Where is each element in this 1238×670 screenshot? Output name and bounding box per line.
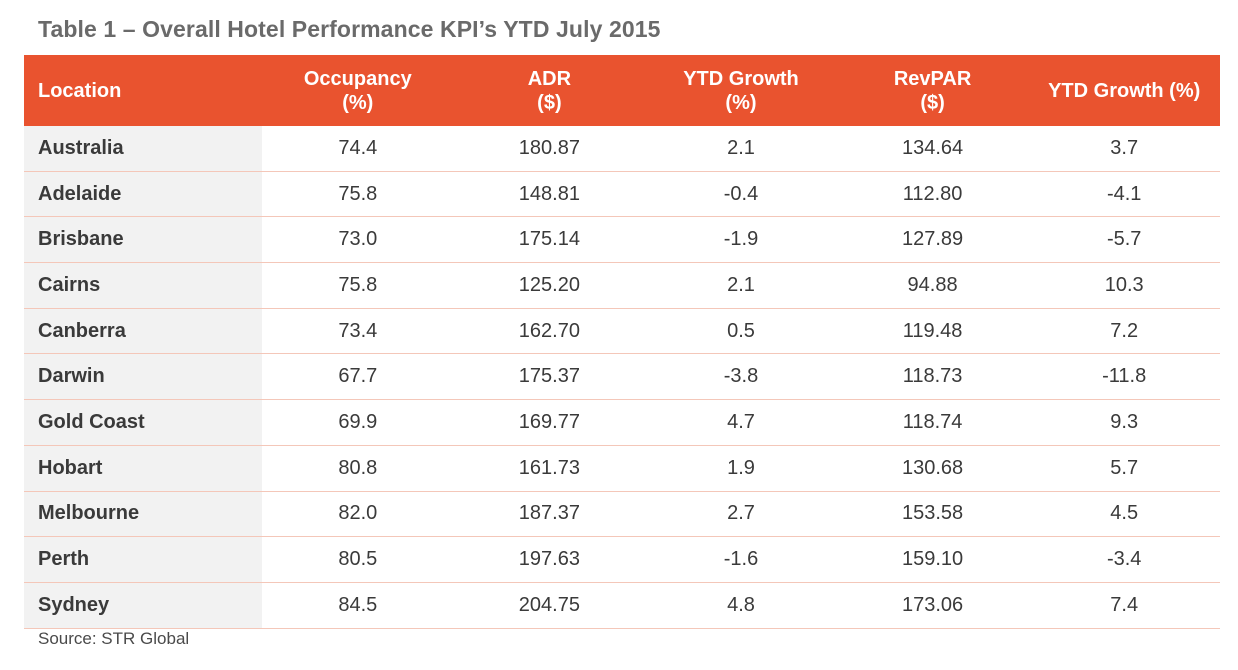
column-header-line: Occupancy (303, 67, 412, 90)
table-row: Cairns 75.8 125.20 2.1 94.88 10.3 (24, 262, 1220, 309)
value-cell: 4.7 (645, 399, 837, 446)
source-note: Source: STR Global (38, 629, 190, 648)
value-cell: 7.4 (1028, 582, 1220, 629)
value-cell: 161.73 (453, 445, 646, 492)
value-cell: 2.7 (645, 491, 837, 538)
table-title: Table 1 – Overall Hotel Performance KPI’… (38, 16, 661, 42)
location-cell: Sydney (24, 582, 262, 629)
column-header: Occupancy (%) (262, 55, 454, 126)
value-cell: 4.8 (645, 582, 837, 629)
value-cell: 0.5 (645, 308, 837, 355)
value-cell: 2.1 (645, 262, 837, 309)
value-cell: -1.6 (645, 536, 837, 583)
location-cell: Australia (24, 126, 262, 172)
value-cell: -4.1 (1028, 171, 1220, 218)
location-cell: Gold Coast (24, 399, 262, 446)
value-cell: 187.37 (453, 491, 646, 538)
column-header-line: Location (38, 79, 122, 102)
column-header: ADR ($) (453, 55, 646, 126)
column-header: YTD Growth (%) (1028, 55, 1220, 126)
table-row: Melbourne 82.0 187.37 2.7 153.58 4.5 (24, 491, 1220, 538)
column-header: RevPAR ($) (836, 55, 1029, 126)
location-cell: Adelaide (24, 171, 262, 218)
value-cell: 180.87 (453, 126, 646, 172)
table-row: Adelaide 75.8 148.81 -0.4 112.80 -4.1 (24, 171, 1220, 218)
value-cell: 84.5 (262, 582, 454, 629)
value-cell: 80.5 (262, 536, 454, 583)
table-row: Hobart 80.8 161.73 1.9 130.68 5.7 (24, 445, 1220, 492)
value-cell: 69.9 (262, 399, 454, 446)
value-cell: 2.1 (645, 126, 837, 172)
value-cell: 130.68 (836, 445, 1029, 492)
location-cell: Brisbane (24, 216, 262, 264)
value-cell: 125.20 (453, 262, 646, 309)
value-cell: -3.8 (645, 353, 837, 401)
value-cell: 197.63 (453, 536, 646, 583)
location-cell: Melbourne (24, 491, 262, 538)
location-cell: Darwin (24, 353, 262, 401)
table-row: Gold Coast 69.9 169.77 4.7 118.74 9.3 (24, 399, 1220, 446)
value-cell: 82.0 (262, 491, 454, 538)
value-cell: 7.2 (1028, 308, 1220, 355)
header-row: Location Occupancy (%) ADR ($) YTD Growth (%) R… (24, 55, 1220, 126)
column-header-line: YTD Growth (%) (1048, 79, 1201, 102)
table-row: Perth 80.5 197.63 -1.6 159.10 -3.4 (24, 536, 1220, 583)
location-cell: Cairns (24, 262, 262, 309)
value-cell: -0.4 (645, 171, 837, 218)
value-cell: 175.14 (453, 216, 646, 264)
column-header-line: ADR (527, 67, 572, 90)
kpi-table: Location Occupancy (%) ADR ($) YTD Growth (%) R… (24, 55, 1220, 629)
value-cell: 73.0 (262, 216, 454, 264)
value-cell: 9.3 (1028, 399, 1220, 446)
value-cell: 4.5 (1028, 491, 1220, 538)
value-cell: 119.48 (836, 308, 1029, 355)
value-cell: 1.9 (645, 445, 837, 492)
column-header-line: YTD Growth (683, 67, 799, 90)
location-cell: Canberra (24, 308, 262, 355)
table-row: Australia 74.4 180.87 2.1 134.64 3.7 (24, 126, 1220, 172)
value-cell: -5.7 (1028, 216, 1220, 264)
table-row: Darwin 67.7 175.37 -3.8 118.73 -11.8 (24, 353, 1220, 401)
column-header-unit: ($) (920, 91, 945, 114)
column-header-unit: (%) (342, 91, 374, 114)
table-row: Sydney 84.5 204.75 4.8 173.06 7.4 (24, 582, 1220, 629)
value-cell: 162.70 (453, 308, 646, 355)
value-cell: -1.9 (645, 216, 837, 264)
table-body: Australia 74.4 180.87 2.1 134.64 3.7 Adelaide 7… (24, 126, 1220, 629)
value-cell: 118.73 (836, 353, 1029, 401)
value-cell: 10.3 (1028, 262, 1220, 309)
column-header: YTD Growth (%) (645, 55, 837, 126)
value-cell: 74.4 (262, 126, 454, 172)
location-cell: Hobart (24, 445, 262, 492)
table-row: Canberra 73.4 162.70 0.5 119.48 7.2 (24, 308, 1220, 355)
value-cell: -3.4 (1028, 536, 1220, 583)
value-cell: 3.7 (1028, 126, 1220, 172)
column-header-unit: (%) (725, 91, 757, 114)
column-header-line: RevPAR (893, 67, 972, 90)
value-cell: 5.7 (1028, 445, 1220, 492)
value-cell: 73.4 (262, 308, 454, 355)
location-cell: Perth (24, 536, 262, 583)
value-cell: 75.8 (262, 171, 454, 218)
value-cell: 112.80 (836, 171, 1029, 218)
value-cell: 127.89 (836, 216, 1029, 264)
table-row: Brisbane 73.0 175.14 -1.9 127.89 -5.7 (24, 216, 1220, 264)
column-header-unit: ($) (537, 91, 562, 114)
value-cell: 134.64 (836, 126, 1029, 172)
value-cell: 159.10 (836, 536, 1029, 583)
value-cell: 118.74 (836, 399, 1029, 446)
value-cell: -11.8 (1028, 353, 1220, 401)
value-cell: 67.7 (262, 353, 454, 401)
value-cell: 169.77 (453, 399, 646, 446)
value-cell: 173.06 (836, 582, 1029, 629)
value-cell: 175.37 (453, 353, 646, 401)
value-cell: 80.8 (262, 445, 454, 492)
value-cell: 153.58 (836, 491, 1029, 538)
value-cell: 94.88 (836, 262, 1029, 309)
value-cell: 204.75 (453, 582, 646, 629)
value-cell: 75.8 (262, 262, 454, 309)
column-header: Location (24, 55, 262, 126)
value-cell: 148.81 (453, 171, 646, 218)
table-header: Location Occupancy (%) ADR ($) YTD Growth (%) R… (24, 55, 1220, 126)
